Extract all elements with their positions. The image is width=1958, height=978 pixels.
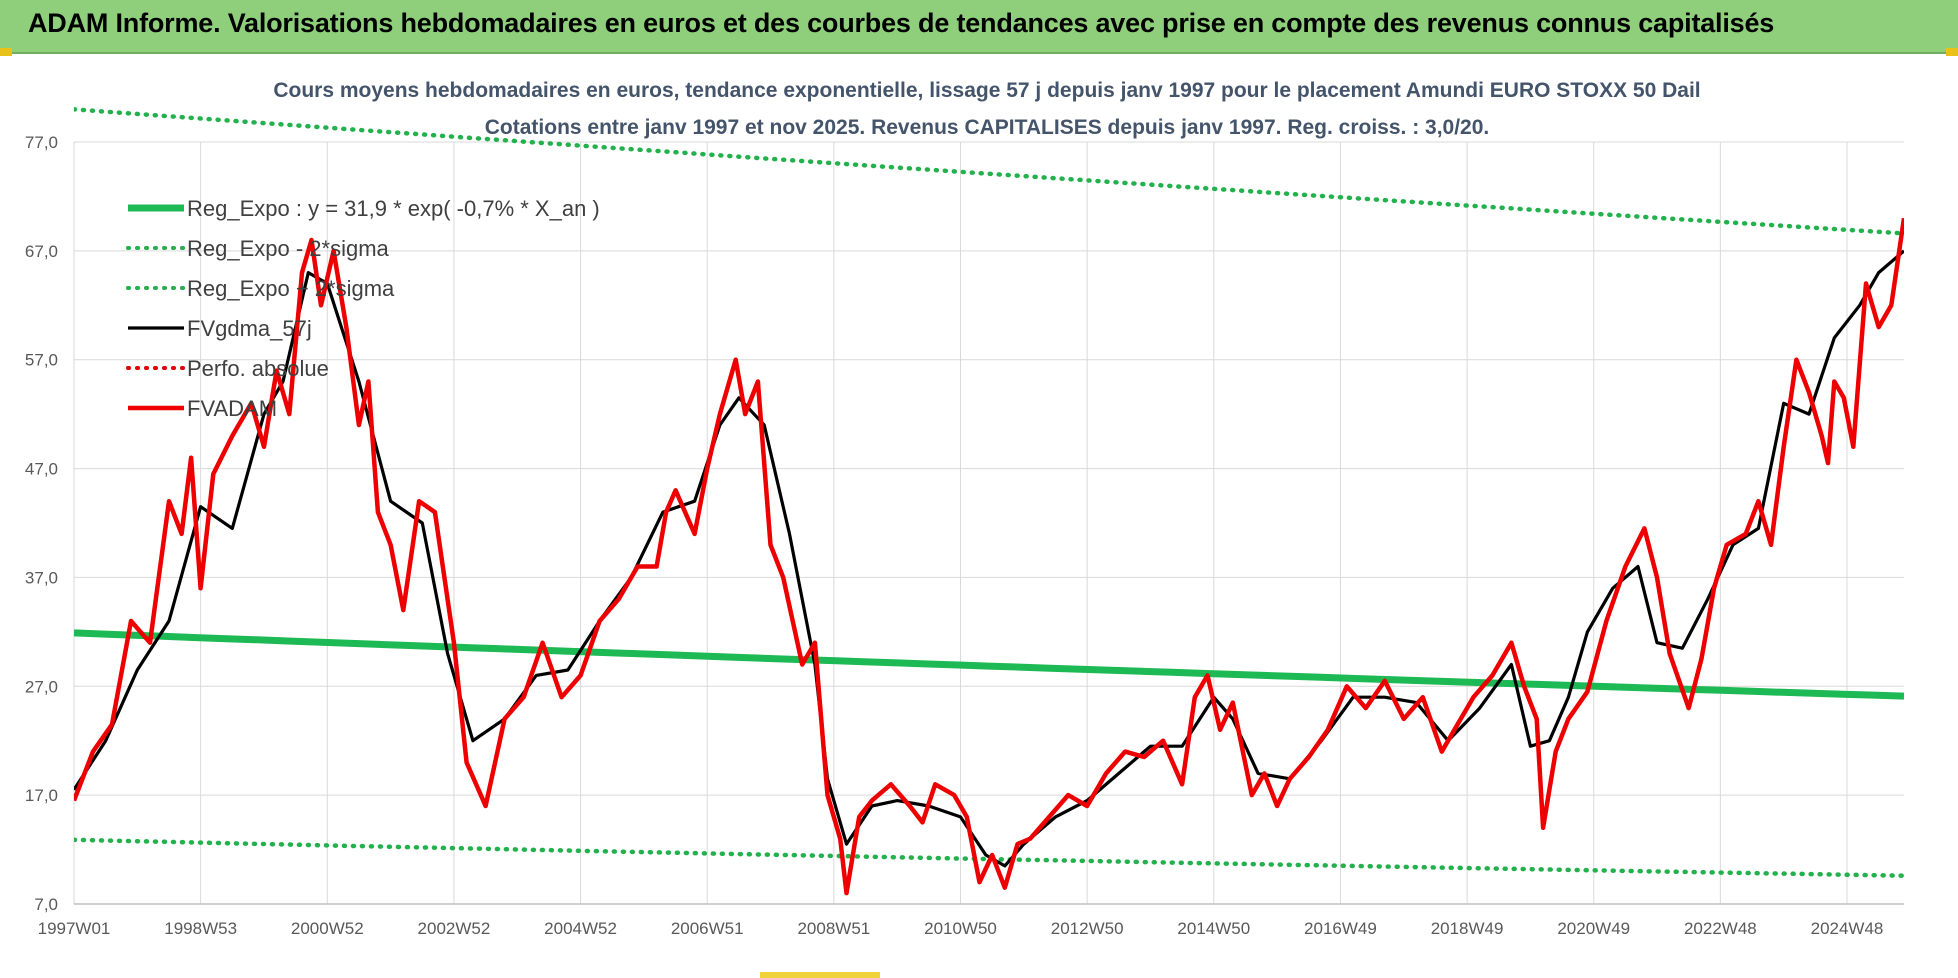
series-line-fvadam — [74, 217, 1904, 896]
chart-background — [0, 56, 1958, 972]
x-tick-label: 2010W50 — [924, 919, 997, 938]
x-tick-label: 1997W01 — [38, 919, 111, 938]
x-tick-label: 2016W49 — [1304, 919, 1377, 938]
x-tick-label: 2004W52 — [544, 919, 617, 938]
x-tick-label: 2024W48 — [1811, 919, 1884, 938]
chart-area: 77,0 67,0 57,0 47,0 37,0 27,0 17,0 7,0 1997W01 19… — [0, 56, 1958, 972]
chart-subtitle: Cotations entre janv 1997 et nov 2025. R… — [485, 116, 1490, 139]
x-tick-label: 2002W52 — [418, 919, 491, 938]
y-tick-label: 47,0 — [25, 460, 58, 479]
grid-layer — [73, 141, 1904, 905]
x-tick-label: 2000W52 — [291, 919, 364, 938]
x-tick-label: 2022W48 — [1684, 919, 1757, 938]
legend-label: FVADAM — [187, 396, 277, 421]
series-layer — [74, 107, 1904, 896]
series-line-fvgdma57j — [74, 249, 1904, 868]
chart-title: Cours moyens hebdomadaires en euros, ten… — [273, 79, 1700, 102]
y-tick-label: 77,0 — [25, 133, 58, 152]
title-layer: Cours moyens hebdomadaires en euros, ten… — [273, 79, 1700, 139]
x-tick-label: 2018W49 — [1431, 919, 1504, 938]
x-tick-label: 2020W49 — [1557, 919, 1630, 938]
legend-label: FVgdma_57j — [187, 316, 312, 341]
x-tick-label: 2014W50 — [1177, 919, 1250, 938]
axis-layer: 77,0 67,0 57,0 47,0 37,0 27,0 17,0 7,0 1997W01 19… — [25, 133, 1904, 938]
series-line-regexpo — [74, 837, 1904, 878]
series-line-regexpo — [74, 629, 1904, 700]
x-tick-label: 2012W50 — [1051, 919, 1124, 938]
legend-label: Reg_Expo : y = 31,9 * exp( -0,7% * X_an … — [187, 196, 600, 221]
y-tick-label: 57,0 — [25, 351, 58, 370]
series-line-regexpo — [74, 107, 1904, 236]
y-tick-label: 27,0 — [25, 677, 58, 696]
y-tick-label: 7,0 — [34, 895, 58, 914]
x-tick-label: 2006W51 — [671, 919, 744, 938]
legend-label: Reg_Expo - 2*sigma — [187, 236, 390, 261]
legend-label: Perfo. absolue — [187, 356, 329, 381]
corner-marker-right — [1946, 48, 1958, 56]
y-tick-label: 17,0 — [25, 786, 58, 805]
y-tick-label: 67,0 — [25, 242, 58, 261]
x-tick-label: 2008W51 — [797, 919, 870, 938]
legend: Reg_Expo : y = 31,9 * exp( -0,7% * X_an … — [126, 196, 600, 421]
y-tick-label: 37,0 — [25, 568, 58, 587]
bottom-edge-marker — [760, 972, 880, 978]
report-title: ADAM Informe. Valorisations hebdomadaire… — [28, 8, 1775, 38]
chart-svg: 77,0 67,0 57,0 47,0 37,0 27,0 17,0 7,0 1997W01 19… — [0, 56, 1958, 972]
report-banner: ADAM Informe. Valorisations hebdomadaire… — [0, 0, 1958, 54]
corner-marker-left — [0, 48, 12, 56]
legend-label: Reg_Expo + 2*sigma — [187, 276, 395, 301]
x-tick-label: 1998W53 — [164, 919, 237, 938]
